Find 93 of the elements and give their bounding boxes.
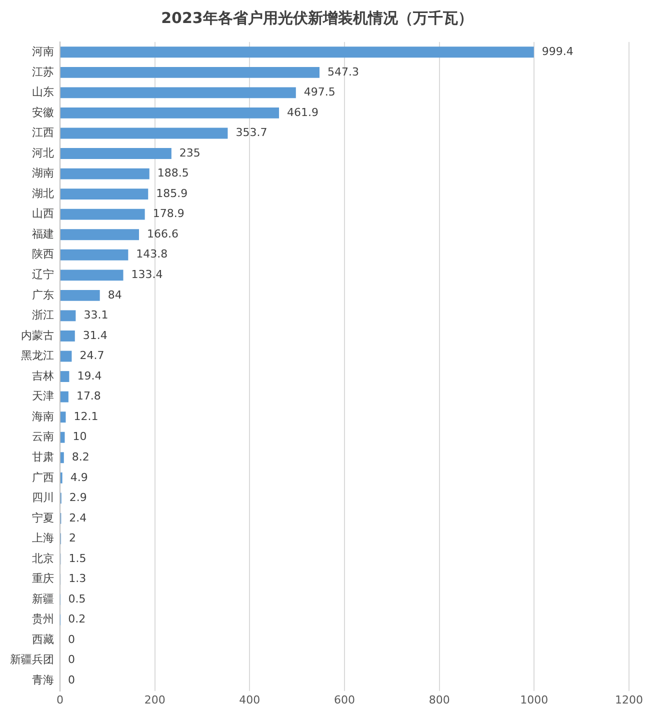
y-tick-label: 山东 (32, 86, 54, 99)
y-tick-label: 安徽 (32, 106, 54, 119)
data-label: 0.5 (68, 592, 86, 606)
bar (60, 412, 66, 423)
data-label: 84 (108, 288, 122, 302)
x-tick-label: 200 (144, 693, 166, 706)
y-tick-label: 浙江 (32, 308, 54, 322)
bar (60, 290, 100, 301)
y-tick-label: 青海 (32, 674, 54, 687)
data-label: 31.4 (82, 328, 108, 342)
bar (60, 188, 148, 200)
x-tick-label: 800 (428, 693, 450, 706)
data-label: 33.1 (84, 308, 108, 322)
y-tick-label: 新疆兵团 (10, 653, 54, 666)
y-tick-label: 新疆 (32, 592, 54, 606)
bar (60, 229, 139, 240)
y-tick-label: 内蒙古 (21, 328, 54, 342)
y-tick-label: 江西 (32, 126, 54, 140)
data-label: 497.5 (304, 86, 336, 99)
data-label: 17.8 (76, 390, 101, 403)
y-tick-label: 广东 (32, 288, 54, 302)
bar (60, 148, 172, 159)
data-label: 185.9 (156, 186, 188, 200)
data-label: 143.8 (136, 248, 168, 261)
y-tick-label: 四川 (32, 491, 54, 504)
x-tick-label: 400 (239, 693, 260, 706)
y-tick-label: 海南 (32, 410, 54, 423)
data-label: 2.4 (69, 511, 87, 524)
data-label: 0.2 (68, 612, 86, 626)
y-tick-label: 云南 (32, 430, 54, 444)
data-label: 4.9 (70, 470, 88, 484)
x-tick-label: 600 (334, 693, 355, 706)
x-tick-label: 0 (56, 693, 64, 706)
data-label: 24.7 (80, 349, 104, 362)
data-label: 12.1 (74, 410, 98, 423)
x-tick-label: 1000 (520, 693, 548, 706)
y-tick-label: 河南 (32, 44, 54, 58)
data-label: 8.2 (72, 450, 90, 464)
y-tick-label: 湖北 (32, 186, 54, 200)
bar (60, 208, 145, 220)
data-label: 133.4 (131, 268, 163, 282)
y-tick-label: 重庆 (32, 572, 54, 586)
data-label: 547.3 (328, 65, 360, 78)
data-label: 0 (68, 653, 75, 666)
chart-title: 2023年各省户用光伏新增装机情况（万千瓦） (161, 8, 473, 27)
data-label: 0 (68, 674, 75, 687)
y-tick-label: 江苏 (32, 65, 54, 78)
y-tick-label: 河北 (32, 146, 54, 160)
bar (60, 330, 75, 342)
data-label: 1.3 (68, 572, 86, 586)
y-tick-label: 吉林 (32, 369, 54, 382)
bar (60, 66, 320, 78)
bar (60, 350, 72, 362)
data-label: 188.5 (157, 166, 189, 180)
bar (60, 371, 70, 382)
y-tick-label: 福建 (32, 227, 54, 240)
y-tick-label: 西藏 (32, 632, 54, 646)
data-label: 19.4 (77, 369, 102, 382)
data-label: 2.9 (69, 491, 87, 504)
bar (60, 310, 76, 322)
data-label: 10 (72, 430, 87, 444)
y-tick-label: 贵州 (32, 612, 54, 626)
bar (60, 249, 128, 260)
data-label: 1.5 (68, 552, 86, 565)
y-tick-label: 天津 (32, 390, 54, 403)
y-tick-label: 湖南 (32, 166, 54, 180)
bar (60, 452, 64, 464)
data-label: 461.9 (287, 106, 319, 119)
y-tick-label: 黑龙江 (21, 349, 54, 362)
y-tick-label: 陕西 (32, 248, 54, 261)
y-tick-label: 山西 (32, 207, 54, 220)
bar (60, 432, 65, 443)
y-tick-label: 辽宁 (32, 268, 54, 282)
bar (60, 168, 150, 180)
data-label: 166.6 (146, 227, 178, 240)
data-label: 999.4 (542, 44, 574, 58)
data-label: 0 (68, 632, 75, 646)
y-tick-label: 宁夏 (32, 511, 54, 524)
bar (60, 270, 124, 281)
data-label: 353.7 (236, 126, 268, 140)
bar (60, 46, 534, 58)
bar (60, 128, 228, 139)
data-label: 178.9 (152, 207, 184, 220)
y-tick-label: 广西 (32, 470, 54, 484)
x-tick-label: 1200 (615, 693, 644, 706)
bar (60, 87, 296, 98)
data-label: 235 (179, 146, 200, 160)
data-label: 2 (68, 532, 76, 545)
y-tick-label: 甘肃 (32, 450, 54, 464)
bar (60, 391, 68, 402)
y-tick-label: 上海 (32, 532, 54, 545)
y-tick-label: 北京 (32, 552, 54, 565)
bar (60, 107, 280, 118)
